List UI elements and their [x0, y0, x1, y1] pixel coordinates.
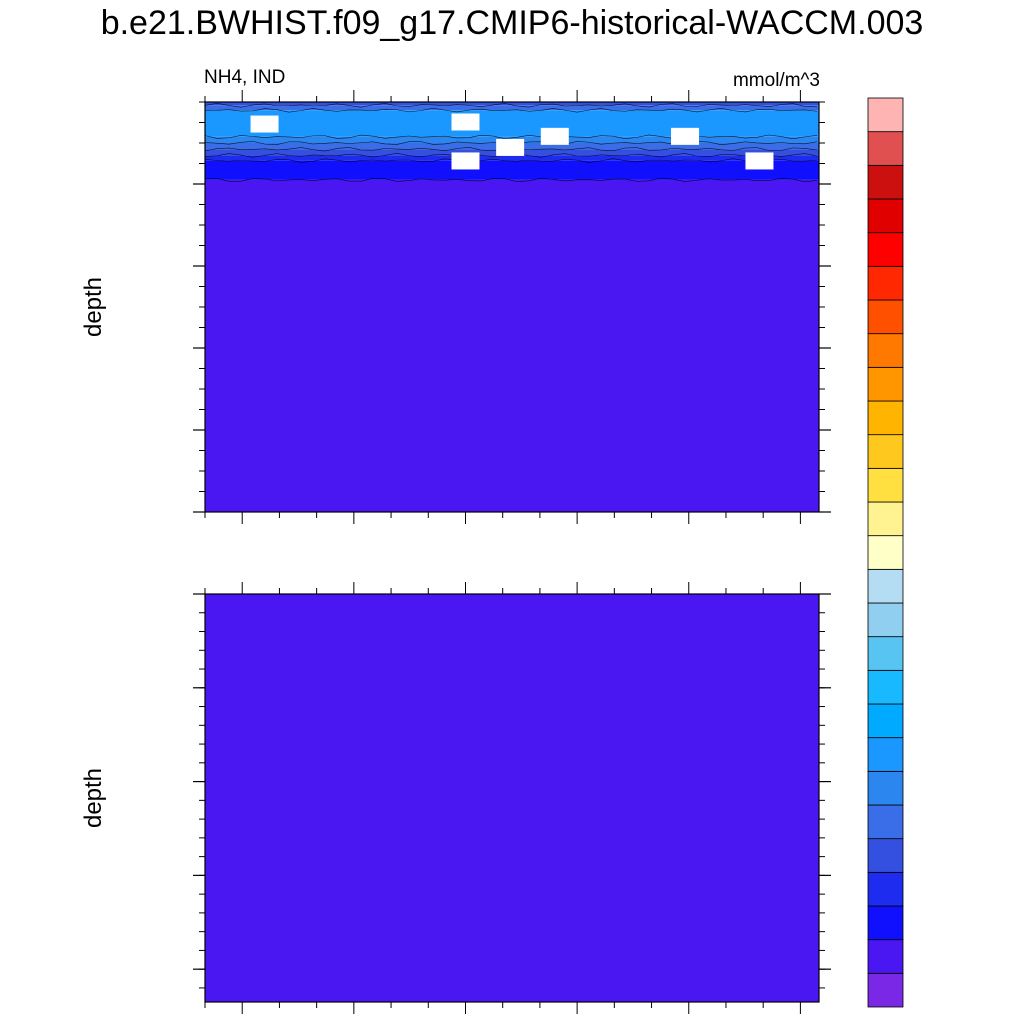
colorbar-swatch [867, 871, 904, 907]
upper-panel [193, 90, 831, 524]
colorbar-swatch [867, 97, 904, 133]
chart-title: b.e21.BWHIST.f09_g17.CMIP6-historical-WA… [100, 4, 924, 42]
contour-label-box [451, 152, 480, 170]
contour-band [205, 110, 819, 137]
upper-y-axis-title: depth [80, 277, 107, 337]
contour-band [205, 155, 819, 161]
lower-y-axis-title: depth [80, 768, 107, 828]
contour-band [205, 594, 819, 1002]
contour-label [496, 138, 525, 156]
contour-line [204, 158, 818, 163]
lower-panel [193, 582, 831, 1014]
contour-label-box [250, 115, 279, 133]
contour-label [451, 113, 480, 131]
contour-band [205, 160, 819, 180]
colorbar-swatch [867, 164, 904, 200]
colorbar-swatch [867, 434, 904, 469]
contour-line [204, 177, 818, 183]
contour-line [204, 103, 818, 108]
colorbar-swatch [867, 636, 904, 671]
contour-label-box [496, 138, 525, 156]
colorbar-swatch [867, 501, 904, 537]
colorbar-swatch [867, 568, 904, 604]
colorbar-swatch [867, 198, 904, 234]
colorbar-swatch [867, 737, 904, 772]
colorbar-swatch [867, 939, 904, 974]
contour-label-box [745, 152, 774, 170]
contour-label [540, 127, 569, 145]
colorbar-swatch [867, 838, 904, 873]
contour-label-box [540, 127, 569, 145]
contour-label [745, 152, 774, 170]
colorbar-swatch [867, 366, 904, 402]
colorbar-swatch [867, 770, 904, 806]
contour-band [205, 102, 819, 106]
colorbar-swatch [867, 333, 904, 368]
units-label: mmol/m^3 [733, 70, 820, 91]
colorbar-swatch [867, 905, 904, 941]
colorbar-swatch [867, 972, 904, 1008]
colorbar-swatch [867, 669, 904, 705]
colorbar-swatch [867, 299, 904, 335]
contour-line [204, 107, 818, 113]
colorbar-swatch [867, 602, 904, 638]
colorbar-swatch [867, 804, 904, 840]
contour-line [204, 134, 818, 140]
colorbar-swatch [867, 467, 904, 503]
contour-band [205, 105, 819, 111]
plot-frame [204, 593, 820, 1003]
colorbar-swatch [867, 131, 904, 166]
variable-label: NH4, IND [204, 67, 285, 88]
colorbar-swatch [867, 535, 904, 570]
contour-label [671, 127, 700, 145]
contour-label-box [671, 127, 700, 145]
colorbar-swatch [867, 703, 904, 739]
colorbar-swatch [867, 400, 904, 436]
contour-label [451, 152, 480, 170]
contour-label [250, 115, 279, 133]
contour-band [205, 179, 819, 512]
colorbar-swatch [867, 232, 904, 267]
colorbar-swatch [867, 265, 904, 301]
colorbar [867, 97, 904, 1008]
contour-label-box [451, 113, 480, 131]
